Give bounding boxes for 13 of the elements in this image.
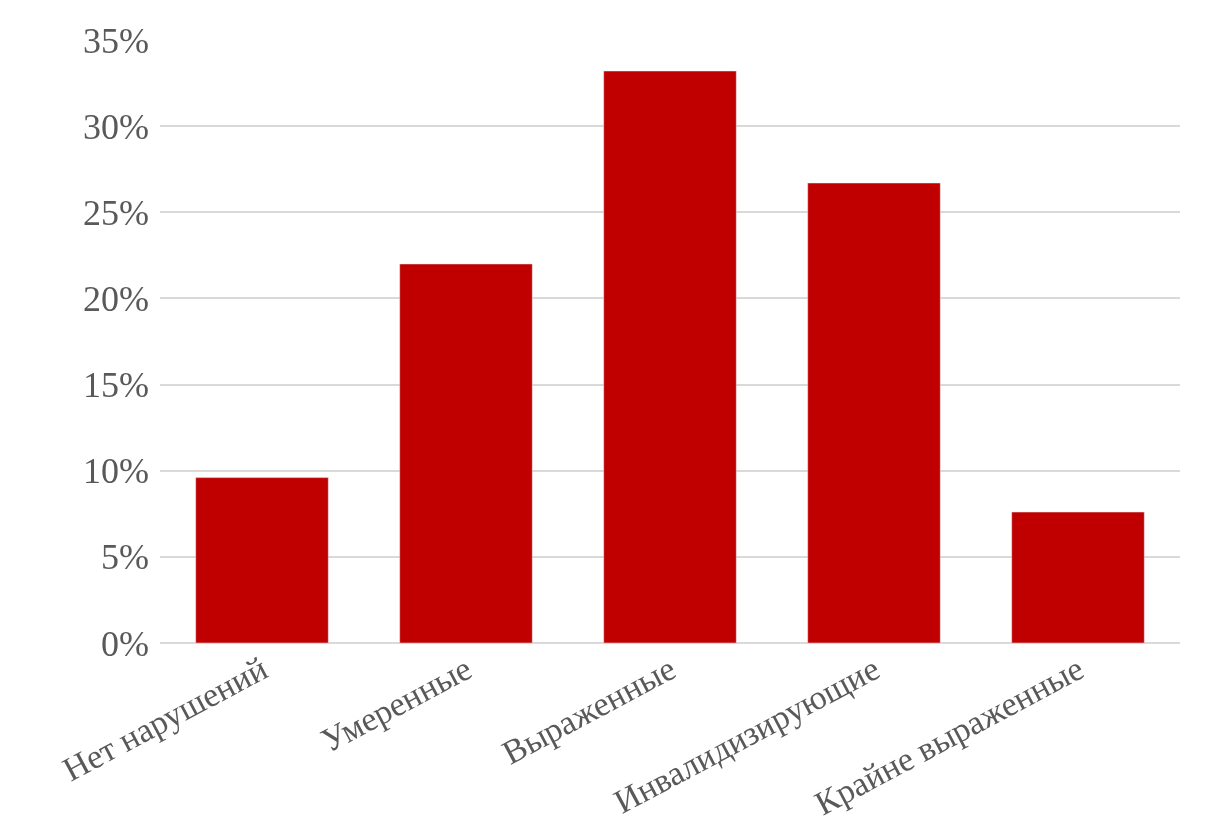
bar: [1011, 511, 1145, 643]
y-tick-label: 0%: [101, 623, 149, 664]
y-tick-label: 15%: [83, 365, 149, 406]
bar: [807, 182, 941, 643]
y-tick-label: 20%: [83, 279, 149, 320]
bar: [603, 70, 737, 643]
bar: [399, 263, 533, 643]
y-tick-label: 25%: [83, 192, 149, 233]
y-tick-label: 5%: [101, 537, 149, 578]
y-tick-label: 35%: [83, 20, 149, 61]
bar: [195, 477, 329, 643]
y-tick-label: 10%: [83, 451, 149, 492]
y-tick-label: 30%: [83, 106, 149, 147]
